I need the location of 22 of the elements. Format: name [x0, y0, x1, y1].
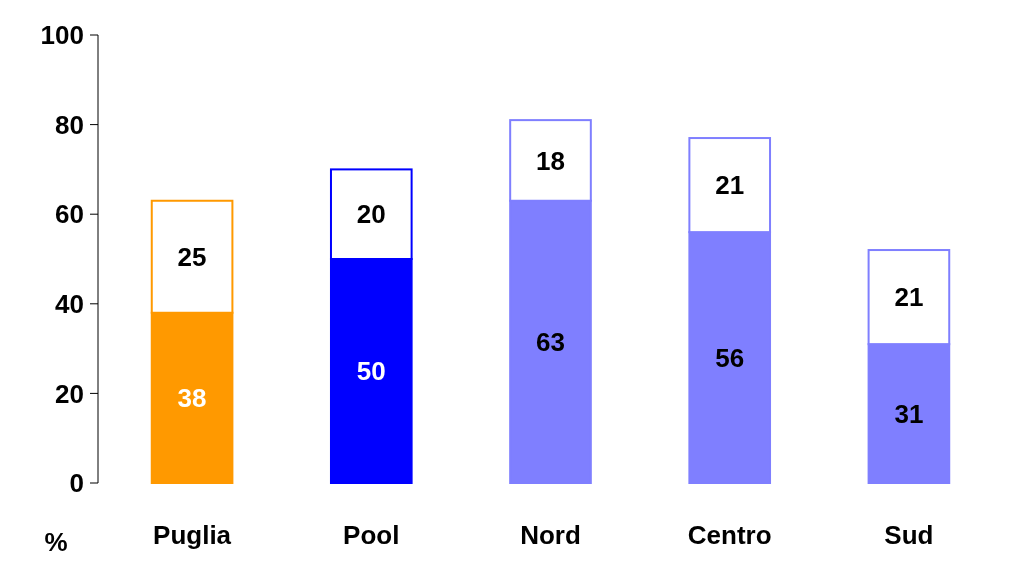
x-tick-label: Puglia — [153, 520, 232, 551]
data-label: 38 — [177, 382, 207, 413]
y-axis-title: % — [44, 527, 68, 557]
y-tick-label: 100 — [40, 20, 84, 51]
x-tick-label: Centro — [687, 520, 772, 551]
y-tick-label: 60 — [55, 199, 84, 230]
x-tick-label: Nord — [520, 520, 581, 551]
data-label: 21 — [894, 282, 924, 313]
x-tick-label: Sud — [884, 520, 934, 551]
data-label: 56 — [715, 342, 745, 373]
data-label: 63 — [536, 326, 565, 357]
y-tick-label: 40 — [55, 288, 84, 319]
data-label: 18 — [536, 145, 565, 176]
data-label: 31 — [894, 398, 924, 429]
y-tick-label: 80 — [55, 109, 84, 140]
data-label: 21 — [715, 170, 745, 201]
y-tick-label: 20 — [55, 378, 84, 409]
data-label: 25 — [177, 241, 207, 272]
y-tick-label: 0 — [69, 468, 84, 499]
data-label: 20 — [356, 199, 386, 230]
x-tick-label: Pool — [343, 520, 400, 551]
data-label: 50 — [356, 356, 386, 387]
